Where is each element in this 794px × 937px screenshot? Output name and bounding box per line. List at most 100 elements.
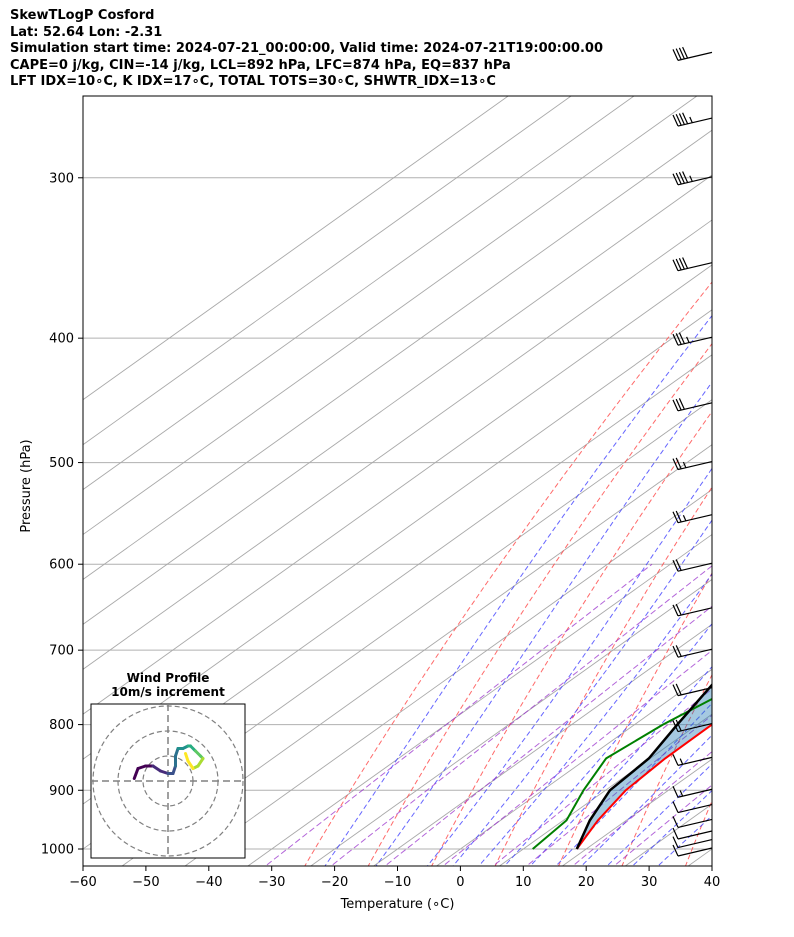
barb-flag	[672, 786, 679, 798]
barb-flag	[672, 399, 679, 412]
x-tick-label: −30	[258, 875, 285, 890]
inset-title: Wind Profile	[127, 671, 210, 685]
isotherm--60	[83, 399, 712, 850]
barb-half-flag	[679, 758, 684, 765]
barb-flag	[682, 46, 689, 59]
isotherm--10	[372, 623, 712, 866]
moist-adiabat--16	[324, 314, 712, 866]
dry-adiabat-250	[304, 281, 712, 866]
barb-flag	[675, 719, 682, 732]
header-times: Simulation start time: 2024-07-21_00:00:…	[10, 41, 603, 56]
hodograph-segment	[196, 757, 205, 768]
barb-flag	[672, 645, 679, 658]
barb-flag	[672, 684, 679, 696]
hodograph-segment	[132, 767, 140, 780]
barb-flag	[678, 113, 685, 125]
barb-flag	[672, 49, 679, 61]
header-title: SkewTLogP Cosford	[10, 8, 155, 23]
x-tick-label: −50	[132, 875, 159, 890]
barb-flag	[678, 398, 685, 410]
barb-flag	[672, 816, 679, 828]
x-tick-label: −20	[321, 875, 348, 890]
barb-flag	[675, 48, 682, 60]
barb-shaft	[677, 803, 713, 814]
y-axis-title: Pressure (hPa)	[19, 439, 34, 532]
barb-shaft	[677, 460, 713, 471]
barb-half-flag	[689, 175, 693, 182]
wind-barb-4	[672, 801, 713, 814]
wind-barb-6	[672, 754, 713, 766]
wind-barb-16	[672, 257, 713, 272]
x-tick-label: 10	[515, 875, 532, 890]
isotherm--70	[83, 354, 712, 805]
barb-shaft	[677, 402, 713, 412]
header-indices-2: LFT IDX=10∘C, K IDX=17∘C, TOTAL TOTS=30∘…	[10, 74, 496, 89]
y-tick-label: 600	[49, 558, 74, 573]
y-tick-label: 700	[49, 644, 74, 659]
hodograph-segment	[186, 759, 195, 770]
barb-shaft	[677, 838, 713, 849]
isotherm--110	[83, 174, 712, 625]
isotherm--140	[83, 96, 635, 491]
barb-flag	[672, 333, 679, 346]
moist-adiabat--8	[375, 381, 712, 866]
x-tick-label: 20	[578, 875, 595, 890]
wind-barb-13	[672, 457, 713, 471]
moist-adiabat-8	[478, 573, 712, 866]
barb-flag	[675, 258, 682, 271]
y-tick-label: 800	[49, 718, 74, 733]
isotherm-40	[687, 848, 712, 866]
mixing-ratio-4	[442, 649, 712, 866]
wind-barb-18	[672, 112, 713, 127]
barb-flag	[678, 47, 685, 60]
y-tick-label: 500	[49, 456, 74, 471]
barb-flag	[675, 559, 682, 571]
barb-shaft	[677, 830, 713, 840]
barb-flag	[672, 827, 679, 840]
barb-flag	[672, 836, 679, 848]
moist-adiabat-4	[452, 519, 712, 866]
parcel-line	[575, 682, 712, 850]
wind-barb-3	[672, 816, 713, 828]
x-tick-label: 40	[704, 875, 721, 890]
barb-half-flag	[682, 461, 687, 469]
wind-barb-14	[672, 398, 713, 412]
header-location: Lat: 52.64 Lon: -2.31	[10, 24, 163, 40]
isotherm--150	[83, 96, 572, 446]
barb-shaft	[677, 756, 713, 766]
barb-shaft	[677, 514, 713, 524]
wind-barb-15	[672, 332, 713, 346]
inset-subtitle: 10m/s increment	[111, 685, 225, 699]
barb-half-flag	[689, 116, 693, 123]
isotherm--90	[83, 264, 712, 715]
moist-adiabat-12	[503, 623, 712, 866]
isotherm--120	[83, 129, 712, 580]
barb-flag	[672, 259, 679, 271]
wind-barb-7	[672, 719, 713, 733]
y-tick-label: 1000	[41, 843, 74, 858]
barb-shaft	[677, 687, 713, 697]
barb-shaft	[677, 117, 713, 127]
cape-cin-shading	[576, 684, 712, 849]
barb-flag	[672, 801, 679, 813]
barb-flag	[675, 645, 682, 657]
wind-barb-0	[672, 844, 713, 857]
dry-adiabat-270	[431, 410, 712, 866]
dry-adiabat-320	[743, 0, 794, 882]
barb-shaft	[677, 562, 713, 572]
isotherm--160	[83, 96, 509, 401]
barb-flag	[672, 754, 679, 766]
barb-flag	[672, 844, 679, 857]
isotherm--50	[121, 444, 712, 866]
barb-half-flag	[686, 336, 690, 343]
barb-flag	[675, 683, 682, 696]
barb-shaft	[677, 648, 713, 658]
barb-shaft	[677, 176, 713, 186]
header: SkewTLogP Cosford Lat: 52.64 Lon: -2.31 …	[10, 8, 603, 91]
isotherm-0	[435, 668, 712, 866]
y-tick-label: 900	[49, 784, 74, 799]
barb-flag	[675, 398, 682, 411]
wind-barb-17	[672, 171, 713, 186]
wind-barb-11	[672, 559, 713, 572]
